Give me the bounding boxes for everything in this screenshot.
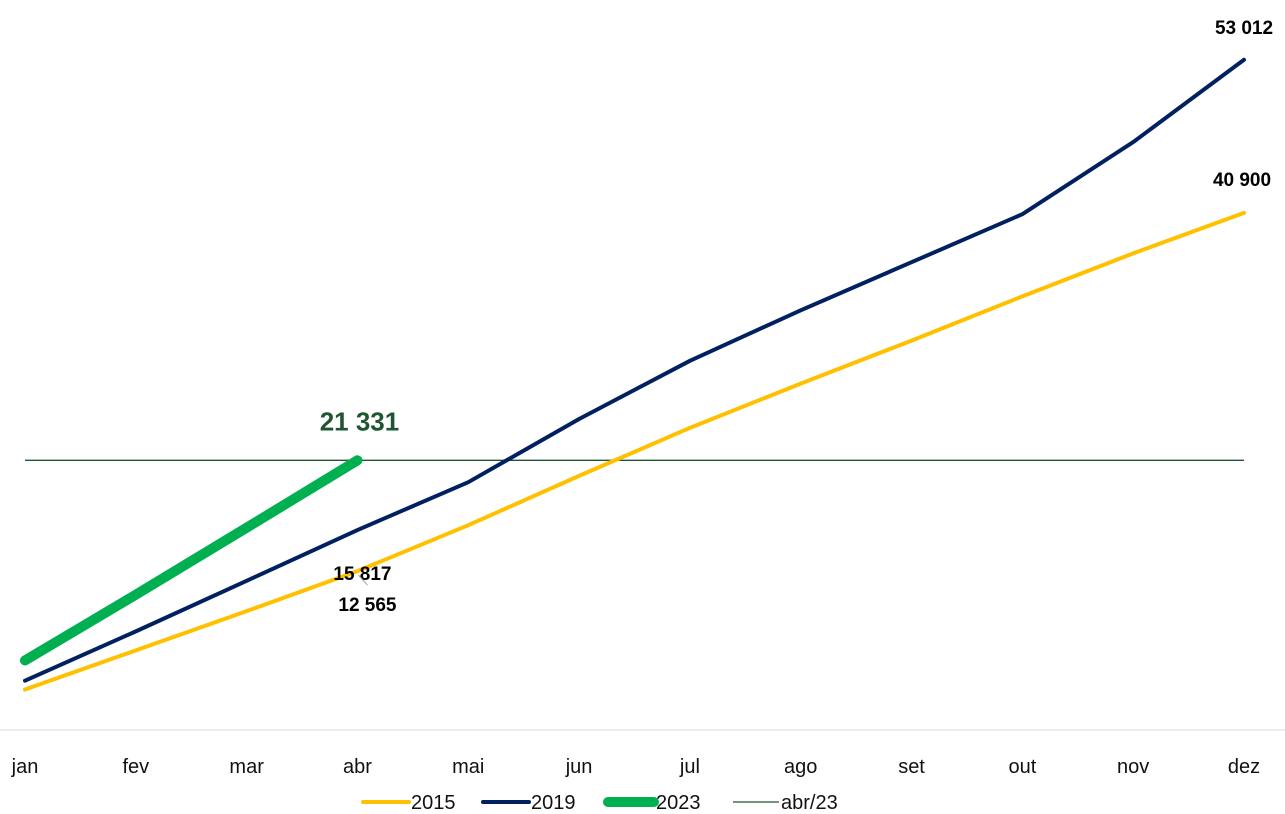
legend-label: 2019 <box>531 792 576 814</box>
x-tick-label: dez <box>1228 756 1260 778</box>
legend-label: abr/23 <box>781 792 838 814</box>
data-label-2015-dez: 40 900 <box>1213 170 1271 191</box>
x-tick-label: mai <box>452 756 484 778</box>
legend-label: 2023 <box>656 792 701 814</box>
data-label-2015-abr: 12 565 <box>338 595 397 616</box>
series-line-2015 <box>23 210 1246 692</box>
x-tick-label: mar <box>229 756 264 778</box>
legend-item-2015: 2015 <box>361 792 456 814</box>
x-tick-label: jun <box>565 756 593 778</box>
legend-label: 2015 <box>411 792 456 814</box>
x-tick-label: jul <box>679 756 700 778</box>
x-tick-label: nov <box>1117 756 1149 778</box>
series-2019 <box>23 57 1246 683</box>
x-tick-label: fev <box>122 756 149 778</box>
data-label-2023-abr: 21 331 <box>320 406 400 436</box>
series-line-2023 <box>20 455 363 666</box>
data-label-2019-dez: 53 012 <box>1215 18 1273 39</box>
x-axis: jan fev mar abr mai jun jul ago set out nov dez <box>0 729 1285 778</box>
legend-item-2019: 2019 <box>481 792 576 814</box>
data-label-leader <box>358 574 368 586</box>
x-tick-label: set <box>898 756 925 778</box>
series-2015 <box>23 210 1246 692</box>
legend-item-abr/23: abr/23 <box>733 792 838 814</box>
data-labels-layer: 21 331 15 817 12 565 53 012 40 900 <box>320 18 1273 616</box>
x-tick-label: out <box>1008 756 1036 778</box>
data-label-2019-abr: 15 817 <box>333 564 391 585</box>
series-2023 <box>20 455 363 666</box>
series-line-2019 <box>23 57 1246 683</box>
series-layer <box>20 57 1246 692</box>
x-tick-label: ago <box>784 756 817 778</box>
x-tick-label: abr <box>343 756 372 778</box>
legend-item-2023: 2023 <box>603 792 701 814</box>
legend: 2015 2019 2023 abr/23 <box>361 792 838 814</box>
x-tick-label: jan <box>11 756 39 778</box>
